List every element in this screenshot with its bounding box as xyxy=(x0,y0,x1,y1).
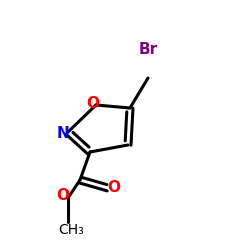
Text: Br: Br xyxy=(138,42,158,58)
Text: N: N xyxy=(56,126,70,140)
Text: CH₃: CH₃ xyxy=(58,223,84,237)
Text: O: O xyxy=(86,96,100,112)
Text: O: O xyxy=(56,188,70,204)
Text: O: O xyxy=(108,180,120,196)
